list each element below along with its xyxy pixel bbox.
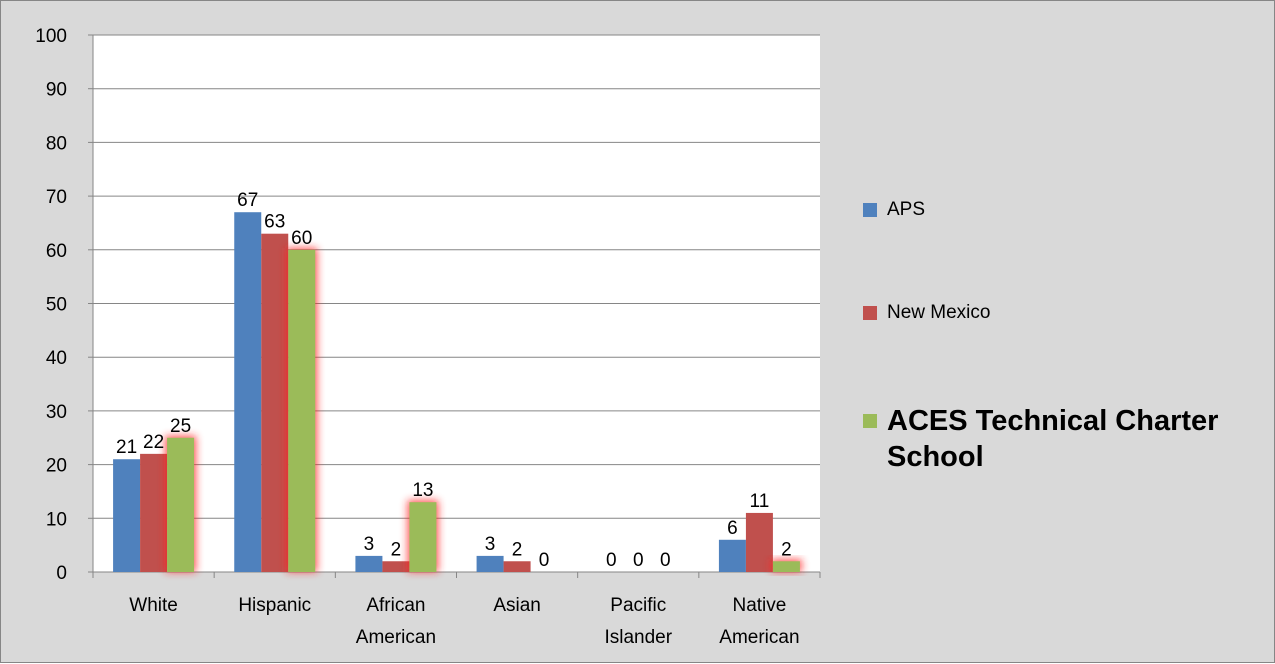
axes [88, 34, 821, 578]
x-tick-label: African [366, 595, 425, 616]
legend-item-new-mexico: New Mexico [863, 301, 990, 325]
bar-new-mexico [745, 512, 773, 572]
legend-label-aces: ACES Technical Charter School [887, 405, 1219, 473]
bar-aces-technical-charter-school [167, 437, 195, 572]
y-tick-label: 20 [46, 456, 67, 477]
x-tick-label: Native [732, 595, 786, 616]
x-tick-label: Islander [604, 627, 672, 648]
data-label: 0 [606, 550, 617, 571]
y-tick-label: 0 [56, 563, 67, 584]
data-label: 11 [750, 491, 770, 512]
gridlines [93, 34, 820, 519]
y-tick-label: 100 [35, 26, 67, 47]
data-label: 22 [143, 432, 164, 453]
data-label: 0 [539, 550, 550, 571]
bar-aces-technical-charter-school [409, 502, 437, 572]
y-tick-label: 50 [46, 295, 67, 316]
y-tick-label: 30 [46, 402, 67, 423]
y-tick-label: 90 [46, 80, 67, 101]
data-label: 60 [291, 228, 312, 249]
bar-aps [718, 539, 746, 572]
bar-new-mexico [382, 561, 410, 572]
legend-item-aps: APS [863, 198, 925, 222]
bar-aces-technical-charter-school [288, 249, 316, 573]
bar-new-mexico [261, 233, 289, 572]
y-tick-label: 80 [46, 133, 67, 154]
y-tick-label: 60 [46, 241, 67, 262]
legend-swatch-new-mexico [863, 306, 877, 320]
x-tick-label: Asian [493, 595, 541, 616]
bar-aps [234, 212, 262, 572]
y-tick-label: 10 [46, 509, 67, 530]
x-tick-label: Pacific [610, 595, 666, 616]
bar-new-mexico [503, 561, 531, 572]
legend-label-aps: APS [887, 199, 926, 220]
data-label: 0 [633, 550, 644, 571]
data-label: 13 [412, 480, 433, 501]
data-label: 63 [264, 212, 285, 233]
legend-item-aces: ACES Technical Charter School [863, 403, 1257, 475]
data-label: 21 [116, 437, 137, 458]
bar-new-mexico [140, 453, 168, 572]
bar-aps [355, 555, 383, 572]
legend-swatch-aps [863, 203, 877, 217]
y-tick-label: 40 [46, 348, 67, 369]
data-label: 25 [170, 416, 191, 437]
bar-aps [476, 555, 504, 572]
y-tick-label: 70 [46, 187, 67, 208]
x-tick-label: Hispanic [238, 595, 311, 616]
x-tick-label: American [356, 627, 436, 648]
x-tick-label: American [719, 627, 799, 648]
data-label: 2 [391, 539, 402, 560]
bar-aces-technical-charter-school [772, 561, 800, 572]
legend-label-new-mexico: New Mexico [887, 302, 991, 323]
data-label: 6 [727, 518, 738, 539]
data-label: 67 [237, 190, 258, 211]
data-label: 0 [660, 550, 671, 571]
x-tick-label: White [129, 595, 178, 616]
data-label: 3 [364, 534, 375, 555]
bar-aps [113, 459, 141, 572]
bars [113, 212, 802, 573]
data-label: 3 [485, 534, 496, 555]
data-label: 2 [512, 539, 523, 560]
data-label: 2 [781, 539, 792, 560]
legend-swatch-aces [863, 414, 877, 428]
